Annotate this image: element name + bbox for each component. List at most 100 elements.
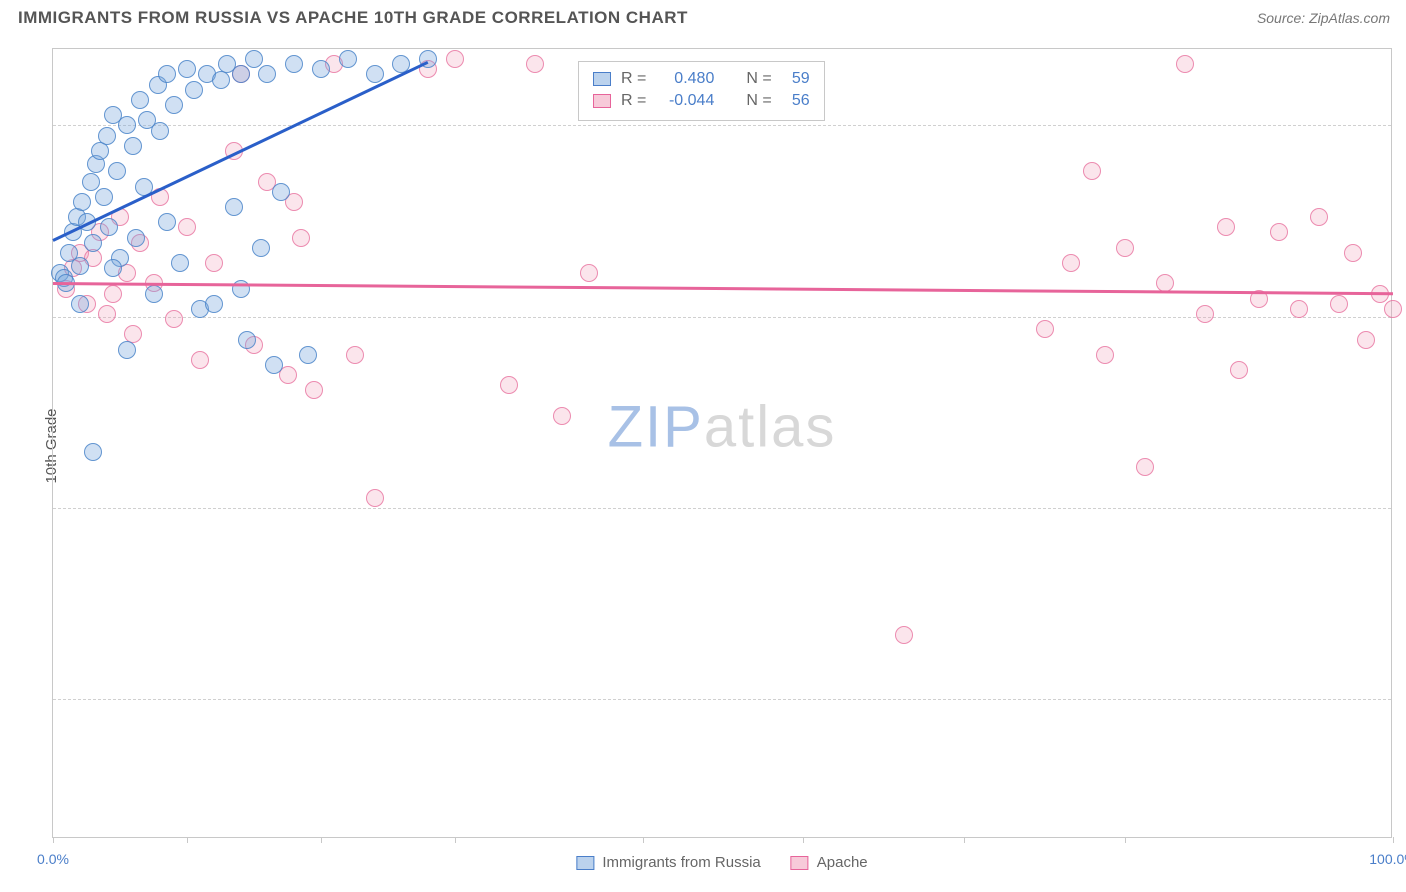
n-value-pink: 56 bbox=[782, 92, 810, 110]
data-point bbox=[1270, 223, 1288, 241]
data-point bbox=[108, 162, 126, 180]
data-point bbox=[104, 285, 122, 303]
data-point bbox=[118, 116, 136, 134]
x-tick-mark bbox=[187, 837, 188, 843]
x-tick-mark bbox=[643, 837, 644, 843]
data-point bbox=[104, 259, 122, 277]
data-point bbox=[252, 239, 270, 257]
data-point bbox=[1290, 300, 1308, 318]
data-point bbox=[500, 376, 518, 394]
legend-item-blue: Immigrants from Russia bbox=[576, 854, 760, 871]
x-tick-label: 100.0% bbox=[1369, 851, 1406, 867]
data-point bbox=[1036, 320, 1054, 338]
data-point bbox=[366, 65, 384, 83]
legend-label-pink: Apache bbox=[817, 854, 868, 871]
data-point bbox=[265, 356, 283, 374]
data-point bbox=[1357, 331, 1375, 349]
data-point bbox=[1310, 208, 1328, 226]
watermark-atlas: atlas bbox=[704, 395, 837, 460]
data-point bbox=[178, 218, 196, 236]
swatch-blue-icon bbox=[576, 856, 594, 870]
data-point bbox=[446, 50, 464, 68]
legend-item-pink: Apache bbox=[791, 854, 868, 871]
data-point bbox=[292, 229, 310, 247]
data-point bbox=[191, 351, 209, 369]
data-point bbox=[131, 91, 149, 109]
data-point bbox=[245, 50, 263, 68]
data-point bbox=[285, 55, 303, 73]
data-point bbox=[1330, 295, 1348, 313]
data-point bbox=[526, 55, 544, 73]
data-point bbox=[71, 295, 89, 313]
data-point bbox=[158, 65, 176, 83]
r-label: R = bbox=[621, 92, 646, 110]
data-point bbox=[305, 381, 323, 399]
data-point bbox=[1062, 254, 1080, 272]
data-point bbox=[225, 198, 243, 216]
data-point bbox=[1136, 458, 1154, 476]
x-tick-mark bbox=[53, 837, 54, 843]
data-point bbox=[98, 305, 116, 323]
gridline bbox=[53, 125, 1391, 126]
data-point bbox=[205, 254, 223, 272]
scatter-plot-area: ZIPatlas R = 0.480 N = 59 R = -0.044 N =… bbox=[52, 48, 1392, 838]
x-tick-mark bbox=[1393, 837, 1394, 843]
data-point bbox=[1384, 300, 1402, 318]
data-point bbox=[553, 407, 571, 425]
data-point bbox=[1096, 346, 1114, 364]
data-point bbox=[272, 183, 290, 201]
data-point bbox=[151, 122, 169, 140]
n-value-blue: 59 bbox=[782, 70, 810, 88]
data-point bbox=[312, 60, 330, 78]
swatch-pink-icon bbox=[791, 856, 809, 870]
data-point bbox=[895, 626, 913, 644]
data-point bbox=[165, 310, 183, 328]
x-tick-mark bbox=[321, 837, 322, 843]
n-label: N = bbox=[746, 92, 771, 110]
data-point bbox=[95, 188, 113, 206]
stats-row-pink: R = -0.044 N = 56 bbox=[593, 90, 810, 112]
x-tick-mark bbox=[964, 837, 965, 843]
data-point bbox=[84, 443, 102, 461]
data-point bbox=[118, 341, 136, 359]
data-point bbox=[71, 257, 89, 275]
data-point bbox=[232, 65, 250, 83]
x-tick-mark bbox=[1125, 837, 1126, 843]
data-point bbox=[346, 346, 364, 364]
x-tick-mark bbox=[455, 837, 456, 843]
source-label: Source: ZipAtlas.com bbox=[1257, 10, 1390, 26]
watermark: ZIPatlas bbox=[608, 394, 837, 461]
correlation-stats-box: R = 0.480 N = 59 R = -0.044 N = 56 bbox=[578, 61, 825, 121]
regression-line bbox=[53, 282, 1393, 295]
data-point bbox=[1116, 239, 1134, 257]
data-point bbox=[73, 193, 91, 211]
data-point bbox=[185, 81, 203, 99]
data-point bbox=[145, 285, 163, 303]
data-point bbox=[171, 254, 189, 272]
data-point bbox=[205, 295, 223, 313]
data-point bbox=[232, 280, 250, 298]
data-point bbox=[366, 489, 384, 507]
stats-row-blue: R = 0.480 N = 59 bbox=[593, 68, 810, 90]
swatch-blue-icon bbox=[593, 72, 611, 86]
data-point bbox=[98, 127, 116, 145]
data-point bbox=[1176, 55, 1194, 73]
data-point bbox=[1196, 305, 1214, 323]
data-point bbox=[127, 229, 145, 247]
data-point bbox=[258, 65, 276, 83]
data-point bbox=[178, 60, 196, 78]
data-point bbox=[1344, 244, 1362, 262]
n-label: N = bbox=[746, 70, 771, 88]
gridline bbox=[53, 508, 1391, 509]
data-point bbox=[339, 50, 357, 68]
data-point bbox=[124, 137, 142, 155]
x-tick-mark bbox=[803, 837, 804, 843]
r-value-blue: 0.480 bbox=[656, 70, 714, 88]
data-point bbox=[158, 213, 176, 231]
gridline bbox=[53, 699, 1391, 700]
swatch-pink-icon bbox=[593, 94, 611, 108]
x-tick-label: 0.0% bbox=[37, 851, 69, 867]
data-point bbox=[1217, 218, 1235, 236]
data-point bbox=[100, 218, 118, 236]
legend-label-blue: Immigrants from Russia bbox=[602, 854, 760, 871]
